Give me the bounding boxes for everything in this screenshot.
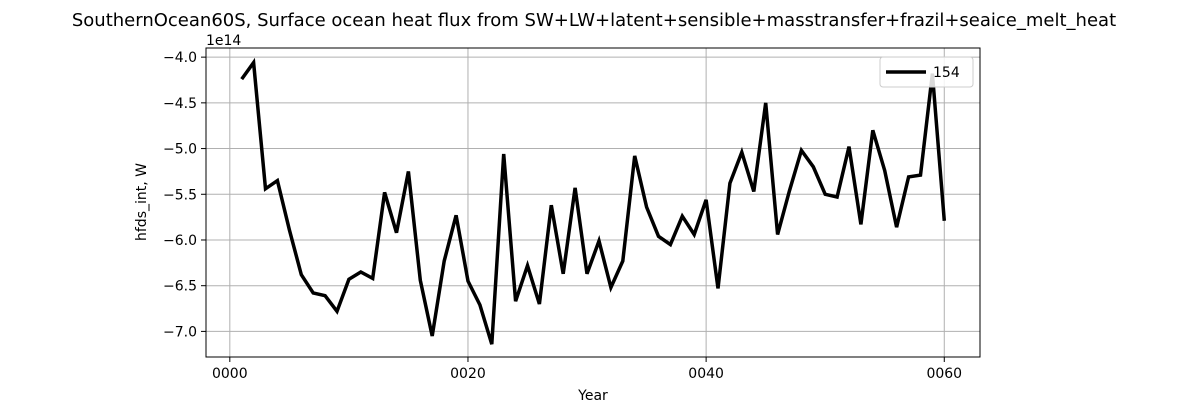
y-tick-label: −5.5 bbox=[163, 187, 197, 203]
x-tick-label: 0060 bbox=[926, 366, 962, 382]
series-line-154 bbox=[240, 57, 947, 345]
x-tick-label: 0000 bbox=[212, 366, 248, 382]
x-axis-ticks: 0000 0020 0040 0060 bbox=[212, 357, 962, 382]
y-tick-label: −5.0 bbox=[163, 142, 197, 158]
y-axis-ticks: −4.0 −4.5 −5.0 −5.5 −6.0 −6.5 −7.0 bbox=[163, 50, 206, 340]
legend: 154 bbox=[879, 56, 974, 88]
legend-box bbox=[879, 56, 974, 88]
y-tick-label: −7.0 bbox=[163, 324, 197, 340]
plot-frame bbox=[205, 47, 981, 358]
x-axis-label: Year bbox=[577, 388, 608, 404]
y-tick-label: −4.0 bbox=[163, 50, 197, 66]
chart-title: SouthernOcean60S, Surface ocean heat flu… bbox=[72, 10, 1116, 31]
legend-label: 154 bbox=[933, 65, 960, 81]
y-tick-label: −4.5 bbox=[163, 96, 197, 112]
y-axis-label: hfds_int, W bbox=[134, 163, 150, 241]
y-axis-offset-text: 1e14 bbox=[206, 33, 241, 49]
x-tick-label: 0020 bbox=[450, 366, 486, 382]
x-tick-label: 0040 bbox=[688, 366, 724, 382]
y-tick-label: −6.5 bbox=[163, 279, 197, 295]
y-tick-label: −6.0 bbox=[163, 233, 197, 249]
grid bbox=[206, 48, 980, 357]
series-group bbox=[240, 57, 947, 345]
